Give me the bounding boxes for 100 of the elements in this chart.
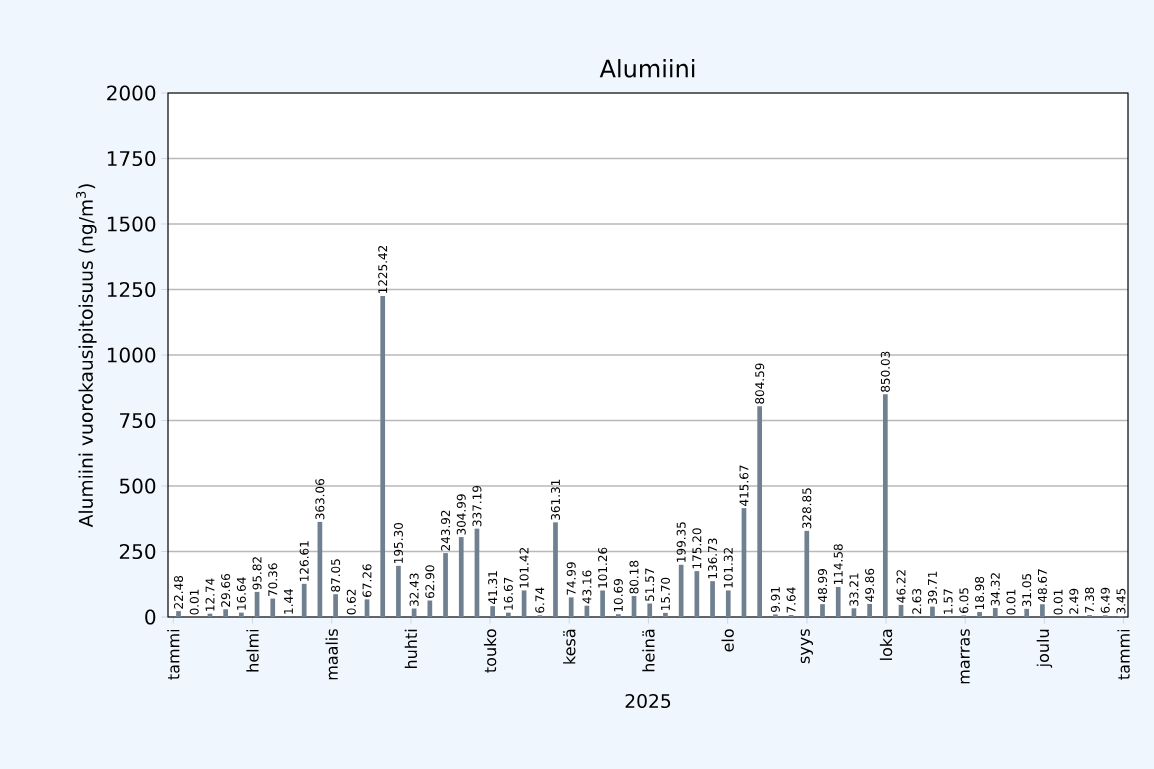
data-label: 43.16 [582, 570, 592, 604]
chart-title: Alumiini [599, 59, 695, 78]
y-tick-label: 1250 [107, 281, 156, 298]
bar [239, 612, 244, 617]
text: touko [483, 629, 497, 673]
y-tick-label: 1750 [107, 150, 156, 167]
bar [725, 590, 731, 617]
text: joulu [1036, 629, 1053, 668]
data-label: 361.31 [550, 479, 561, 520]
bar [333, 594, 338, 617]
data-label: 46.22 [896, 570, 906, 603]
data-label: 16.67 [503, 577, 513, 610]
bar [396, 565, 401, 617]
data-label: 304.99 [456, 494, 466, 535]
data-label: 39.71 [927, 571, 937, 605]
text: elo [721, 629, 734, 652]
bar [176, 611, 181, 617]
data-label: 199.35 [676, 522, 686, 562]
data-label: 114.58 [833, 544, 843, 585]
x-axis-title: 2025 [625, 693, 671, 709]
data-label: 67.26 [362, 564, 372, 597]
bar [427, 600, 433, 617]
data-label: 415.67 [739, 465, 749, 506]
bar [380, 295, 386, 617]
data-label: 101.26 [598, 547, 608, 588]
bar [804, 530, 810, 617]
data-label: 87.05 [331, 559, 341, 592]
data-label: 48.67 [1037, 569, 1047, 603]
bar [992, 608, 998, 617]
text: huhti [404, 629, 418, 669]
data-label: 49.86 [865, 568, 875, 602]
bar [647, 603, 653, 617]
data-label: 0.01 [1006, 589, 1016, 615]
bar [773, 614, 778, 617]
y-tick-label: 0 [145, 609, 156, 625]
data-label: 41.31 [488, 571, 498, 604]
data-label: 1.44 [284, 588, 293, 614]
data-label: 31.05 [1022, 573, 1032, 607]
text: maalis [325, 629, 338, 680]
y-tick-label: 250 [119, 543, 156, 560]
data-label: 9.91 [770, 587, 780, 613]
data-label: 95.82 [252, 557, 262, 590]
data-label: 1.57 [943, 589, 953, 614]
y-tick-label: 1000 [107, 347, 156, 363]
y-tick-label: 500 [120, 478, 156, 494]
data-label: 32.43 [409, 573, 419, 606]
data-label: 62.90 [425, 565, 435, 599]
bar [835, 586, 841, 617]
text: loka [879, 629, 893, 660]
bar [458, 537, 464, 617]
data-label: 101.32 [723, 548, 733, 588]
data-label: 34.32 [990, 573, 1000, 606]
data-label: 18.98 [975, 576, 985, 610]
bar [678, 564, 684, 617]
text: tammi [167, 629, 180, 680]
y-tick-label: 750 [120, 412, 156, 429]
bar [1040, 604, 1045, 617]
data-label: 363.06 [315, 479, 325, 520]
data-label: 80.18 [629, 560, 639, 594]
y-tick-label: 2000 [107, 85, 156, 101]
data-label: 175.20 [692, 528, 702, 569]
bar [882, 394, 888, 617]
bar [930, 606, 935, 617]
bar [867, 603, 872, 617]
bar [490, 606, 496, 617]
text: helmi [246, 629, 259, 672]
bar [663, 612, 668, 617]
data-label: 15.70 [660, 577, 670, 610]
data-label: 29.66 [221, 574, 231, 607]
data-label: 74.99 [566, 562, 576, 595]
data-label: 328.85 [802, 488, 812, 529]
data-label: 16.64 [236, 577, 246, 610]
data-label: 0.01 [189, 589, 199, 615]
data-label: 3.45 [1116, 588, 1126, 614]
data-label: 0.01 [1053, 589, 1063, 615]
bar [506, 612, 511, 617]
data-label: 10.69 [613, 579, 623, 612]
data-label: 7.64 [786, 587, 796, 613]
data-label: 1225.42 [378, 245, 388, 294]
data-label: 243.92 [441, 510, 451, 551]
data-label: 136.73 [708, 538, 718, 579]
data-label: 101.42 [519, 548, 529, 588]
data-label: 7.38 [1084, 587, 1095, 613]
y-axis-title: Alumiini vuorokausipitoisuus (ng/m$^{3}$) [76, 184, 97, 528]
data-label: 22.48 [173, 575, 184, 609]
data-label: 2.49 [1069, 588, 1079, 614]
bar [820, 604, 825, 617]
data-label: 6.05 [959, 588, 969, 613]
text: kesä [563, 629, 576, 664]
bar [694, 571, 700, 617]
data-label: 33.21 [849, 573, 859, 606]
bar [615, 614, 621, 617]
bar [600, 590, 605, 617]
text: tammi [1117, 629, 1130, 680]
data-label: 126.61 [299, 541, 309, 581]
data-label: 2.63 [912, 588, 922, 614]
bar [270, 598, 276, 617]
data-label: 337.19 [472, 485, 482, 527]
data-label: 804.59 [755, 363, 765, 404]
data-label: 70.36 [268, 563, 278, 596]
